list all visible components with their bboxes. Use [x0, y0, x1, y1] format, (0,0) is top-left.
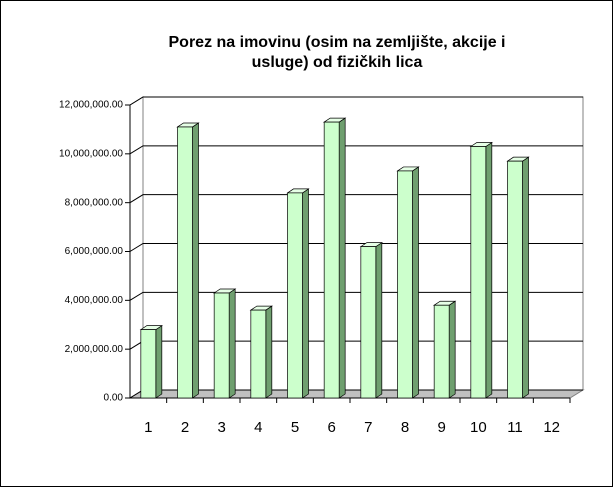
grid-line [129, 194, 583, 204]
bar-side [448, 300, 456, 399]
chart-title: Porez na imovinu (osim na zemljište, akc… [169, 34, 506, 71]
bar-side [228, 288, 236, 399]
y-tick-label: 4,000,000.00 [65, 295, 124, 306]
bar-side [302, 188, 309, 399]
y-tick-label: 0.00 [104, 393, 124, 404]
y-tick-label: 2,000,000.00 [65, 344, 124, 355]
bar-side [155, 324, 163, 399]
bar [397, 170, 413, 399]
y-tick-label: 6,000,000.00 [65, 246, 124, 257]
bar-side [265, 305, 273, 399]
bar-side [412, 166, 419, 399]
bar-side [338, 117, 346, 399]
bar [177, 126, 193, 399]
x-tick-label: 7 [364, 419, 372, 436]
bar [470, 146, 487, 399]
y-tick-label: 8,000,000.00 [65, 197, 124, 208]
x-tick-label: 4 [254, 419, 262, 436]
x-tick-label: 9 [437, 419, 445, 436]
bar [250, 309, 267, 399]
bar [360, 246, 377, 399]
grid-line [129, 243, 583, 252]
x-tick-label: 5 [291, 419, 299, 436]
y-tick-label: 12,000,000.00 [59, 100, 123, 111]
bar-side [485, 141, 493, 399]
grid-line [129, 96, 583, 106]
x-tick-label: 6 [327, 419, 335, 436]
x-tick-label: 8 [401, 419, 409, 436]
bar-side [375, 241, 383, 399]
x-tick-label: 2 [181, 419, 189, 436]
bar [323, 121, 340, 399]
x-tick-label: 10 [470, 419, 487, 436]
grid-line [129, 145, 583, 155]
y-tick-label: 10,000,000.00 [59, 148, 123, 159]
bar [287, 192, 303, 399]
x-tick-label: 12 [543, 419, 560, 436]
x-tick-label: 3 [217, 419, 225, 436]
bar [213, 292, 230, 399]
bar [433, 304, 450, 399]
bar [140, 329, 157, 399]
grid-line [129, 291, 583, 301]
bar-side [522, 156, 529, 399]
x-tick-label: 1 [144, 419, 152, 436]
bar-side [192, 122, 199, 399]
bar [507, 160, 523, 399]
x-tick-label: 11 [507, 419, 523, 436]
